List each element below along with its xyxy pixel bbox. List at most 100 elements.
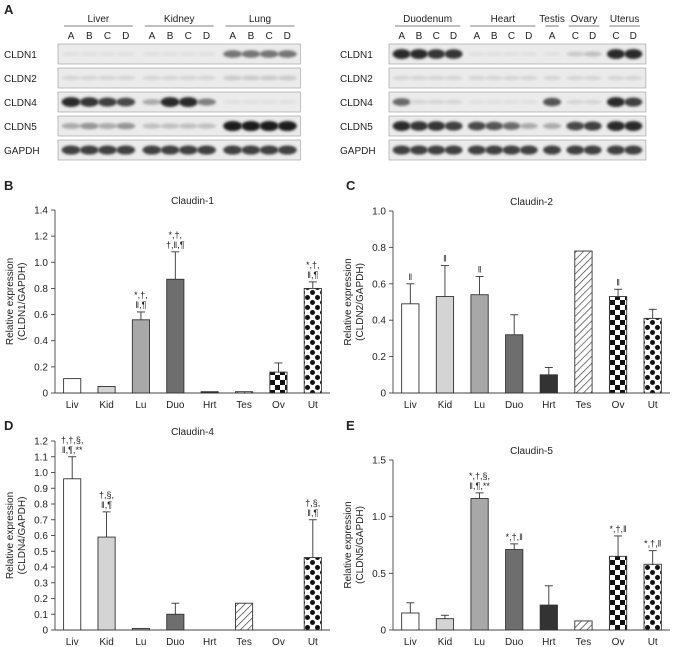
blot-band xyxy=(178,51,198,57)
blot-band xyxy=(427,121,446,131)
panel-letter-e: E xyxy=(346,418,355,433)
bar-hrt-black xyxy=(539,374,558,394)
tissue-label-lung: Lung xyxy=(249,14,271,25)
bar-ov-checkered xyxy=(608,296,628,394)
y-axis-label: Relative expression xyxy=(343,258,354,345)
y-tick-label: 0.9 xyxy=(34,484,48,495)
x-tick-label: Ov xyxy=(272,400,285,411)
blot-band xyxy=(409,49,428,59)
blot-band xyxy=(178,123,198,129)
blot-row-label-cldn2: CLDN2 xyxy=(4,74,37,85)
lane-label: D xyxy=(284,31,291,42)
blot-row-label-cldn1: CLDN1 xyxy=(340,50,373,61)
x-tick-label: Ut xyxy=(308,637,318,647)
x-tick-label: Duo xyxy=(505,637,524,647)
x-tick-label: Ov xyxy=(612,400,625,411)
blot-band xyxy=(485,75,504,81)
y-tick-label: 1.0 xyxy=(34,468,48,479)
tissue-label-ovary: Ovary xyxy=(571,14,598,25)
blot-band xyxy=(606,121,625,131)
lane-label: B xyxy=(491,31,498,42)
blot-band xyxy=(566,51,585,57)
x-tick-label: Duo xyxy=(166,637,185,647)
bar-liv-white xyxy=(63,478,82,631)
blot-band xyxy=(392,75,411,81)
blot-band xyxy=(142,75,162,81)
significance-marker: ‖ xyxy=(616,277,620,287)
blot-band xyxy=(241,145,261,155)
blot-row-label-cldn5: CLDN5 xyxy=(4,122,37,133)
blot-band xyxy=(277,120,297,132)
x-tick-label: Lu xyxy=(135,637,146,647)
significance-marker: †,‖,¶ xyxy=(166,240,185,250)
lane-label: D xyxy=(525,31,532,42)
significance-marker: ‖,¶ xyxy=(135,300,146,310)
y-tick-label: 0.4 xyxy=(34,336,48,347)
y-tick-label: 0.2 xyxy=(34,594,48,605)
lane-label: C xyxy=(265,31,272,42)
y-tick-label: 0 xyxy=(380,626,386,637)
bar-liv-white xyxy=(401,612,420,631)
blot-band xyxy=(392,49,411,59)
blot-band xyxy=(444,121,463,131)
y-tick-label: 1.2 xyxy=(34,232,48,243)
y-tick-label: 0.5 xyxy=(34,547,48,558)
blot-band xyxy=(61,145,81,155)
blot-band xyxy=(392,121,411,131)
blot-band xyxy=(160,75,180,81)
tissue-label-liver: Liver xyxy=(88,14,110,25)
y-axis-label: (CLDN4/GAPDH) xyxy=(17,497,28,575)
y-axis-label: (CLDN5/GAPDH) xyxy=(355,506,366,584)
blot-band xyxy=(98,97,117,107)
blot-band xyxy=(502,145,521,155)
y-axis-label: Relative expression xyxy=(5,492,16,579)
blot-band xyxy=(467,145,486,155)
significance-marker: ‖ xyxy=(408,272,412,282)
significance-marker: †,§, xyxy=(305,498,320,508)
blot-band xyxy=(467,99,486,105)
y-tick-label: 0.6 xyxy=(372,279,386,290)
blot-band xyxy=(624,97,643,107)
blot-band xyxy=(116,122,136,130)
lane-label: C xyxy=(612,31,619,42)
blot-band xyxy=(277,50,297,58)
lane-label: A xyxy=(68,31,75,42)
bar-ov-checkered xyxy=(608,555,628,631)
blot-band xyxy=(223,99,243,105)
blot-band xyxy=(98,75,117,81)
x-tick-label: Kid xyxy=(438,400,452,411)
blot-band xyxy=(259,99,279,105)
significance-marker: ‖ xyxy=(443,254,447,264)
significance-marker: ‖,¶,** xyxy=(469,481,490,491)
chart-title: Claudin-1 xyxy=(171,196,214,207)
blot-band xyxy=(142,99,162,105)
blot-band xyxy=(519,145,538,155)
blot-band xyxy=(624,49,643,59)
blot-band xyxy=(197,75,216,81)
x-tick-label: Kid xyxy=(99,400,113,411)
blot-band xyxy=(160,123,180,129)
x-tick-label: Liv xyxy=(404,637,417,647)
y-tick-label: 0.3 xyxy=(34,578,48,589)
y-tick-label: 0.4 xyxy=(34,563,48,574)
blot-band xyxy=(223,120,243,132)
blot-band xyxy=(98,145,117,155)
blot-band xyxy=(160,51,180,57)
x-tick-label: Lu xyxy=(474,400,485,411)
blot-band xyxy=(61,97,81,107)
blot-band xyxy=(392,98,411,106)
blot-band xyxy=(116,51,136,57)
y-tick-label: 0.2 xyxy=(372,352,386,363)
bar-lu-gray xyxy=(131,319,150,394)
significance-marker: ‖ xyxy=(478,265,482,275)
blot-band xyxy=(502,75,521,81)
blot-row-label-cldn1: CLDN1 xyxy=(4,50,37,61)
blot-band xyxy=(223,75,243,81)
x-tick-label: Lu xyxy=(474,637,485,647)
blot-band xyxy=(178,97,198,107)
y-tick-label: 1.0 xyxy=(372,512,386,523)
blot-band xyxy=(543,97,562,107)
blot-band xyxy=(444,49,463,59)
y-tick-label: 1.1 xyxy=(34,452,48,463)
y-axis-label: (CLDN1/GAPDH) xyxy=(17,263,28,341)
